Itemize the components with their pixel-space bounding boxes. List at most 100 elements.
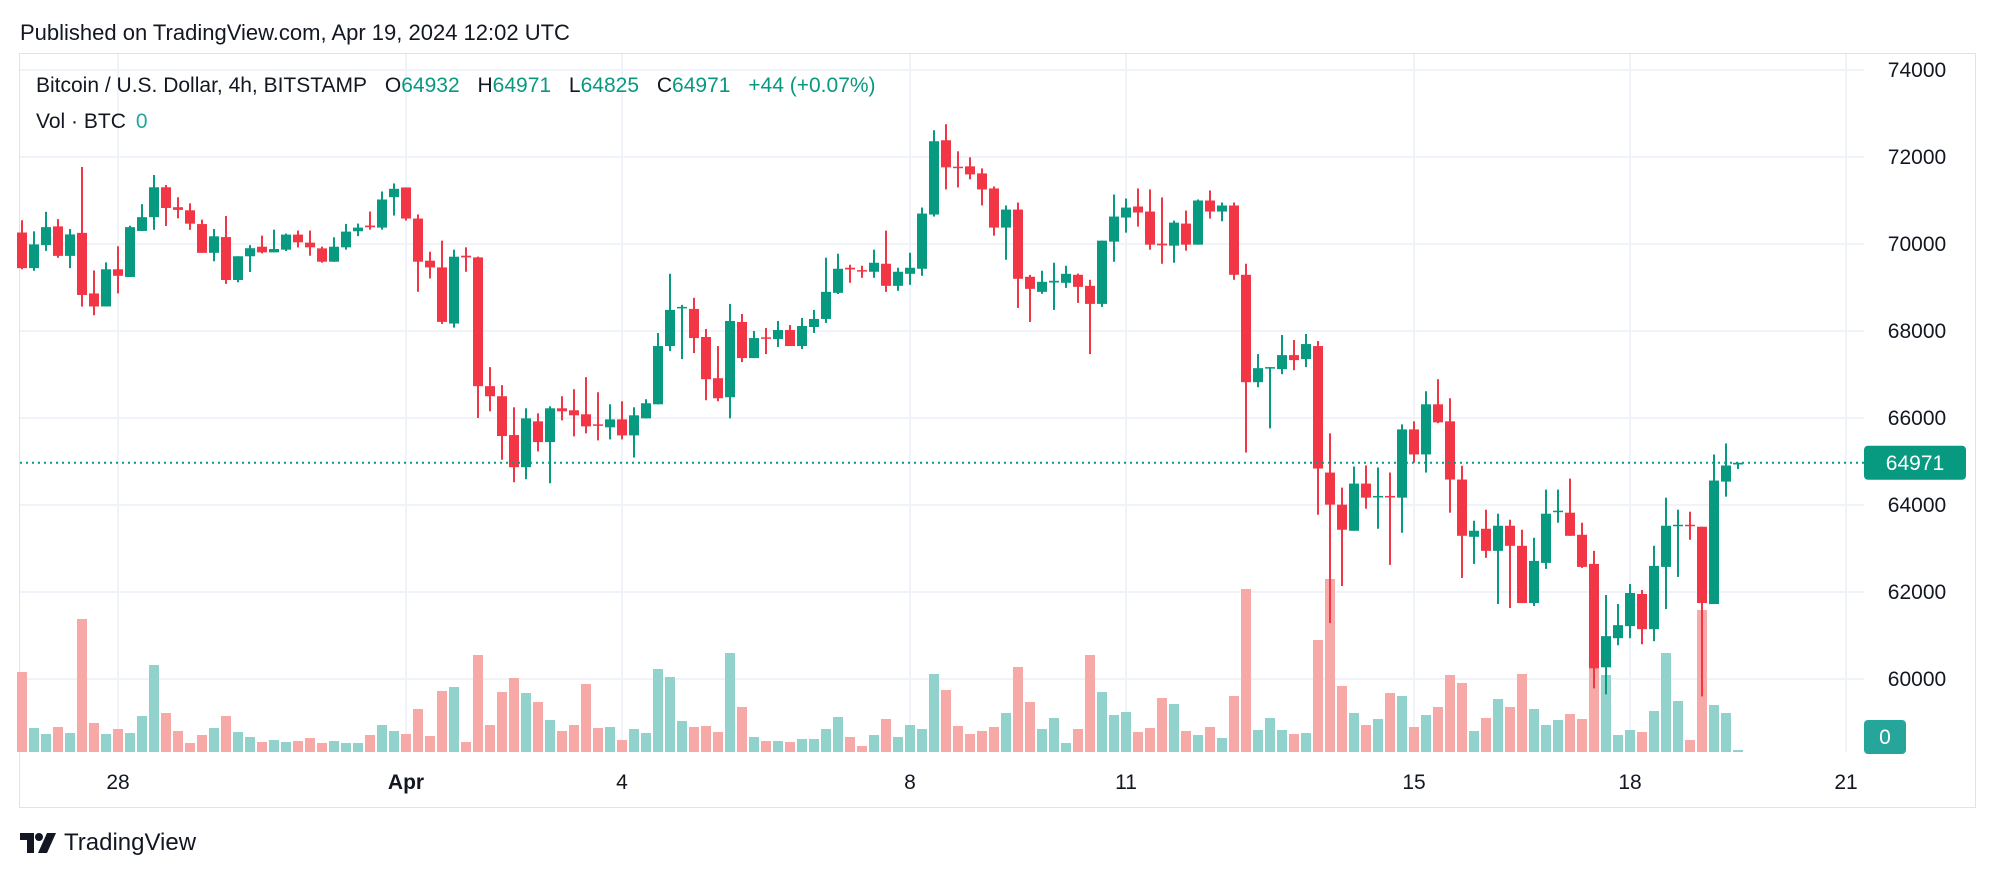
candle[interactable] — [293, 230, 303, 248]
candle[interactable] — [1661, 497, 1671, 610]
candle[interactable] — [845, 264, 855, 283]
candle[interactable] — [545, 406, 555, 484]
candle[interactable] — [1073, 273, 1083, 303]
candle[interactable] — [1097, 240, 1107, 307]
candle[interactable] — [1241, 263, 1251, 453]
candle[interactable] — [1457, 465, 1467, 578]
candle[interactable] — [605, 404, 615, 440]
candle[interactable] — [1325, 433, 1335, 624]
candle[interactable] — [1625, 583, 1635, 639]
candle[interactable] — [185, 203, 195, 230]
candle[interactable] — [1001, 205, 1011, 260]
candle[interactable] — [1577, 522, 1587, 568]
price-axis[interactable]: 74000 72000 70000 68000 66000 64000 62000 60000 — [1888, 59, 1946, 691]
candle[interactable] — [593, 392, 603, 441]
candle[interactable] — [881, 230, 891, 292]
candle[interactable] — [1517, 529, 1527, 604]
candle[interactable] — [413, 214, 423, 292]
candle[interactable] — [1721, 443, 1731, 497]
candle[interactable] — [53, 219, 63, 258]
candle[interactable] — [1253, 354, 1263, 388]
candle[interactable] — [1481, 509, 1491, 558]
candle[interactable] — [65, 229, 75, 269]
candle[interactable] — [77, 166, 87, 307]
candle[interactable] — [965, 157, 975, 180]
candle[interactable] — [557, 396, 567, 421]
candle[interactable] — [257, 235, 267, 254]
candle[interactable] — [905, 252, 915, 285]
candle[interactable] — [1613, 604, 1623, 646]
candle[interactable] — [449, 249, 459, 328]
candles[interactable] — [17, 124, 1743, 697]
candle[interactable] — [89, 270, 99, 316]
candle[interactable] — [221, 216, 231, 284]
candle[interactable] — [1397, 424, 1407, 533]
candle[interactable] — [773, 320, 783, 348]
candle[interactable] — [245, 245, 255, 272]
symbol-legend[interactable]: Bitcoin / U.S. Dollar, 4h, BITSTAMP O649… — [36, 74, 876, 98]
candle[interactable] — [989, 186, 999, 236]
candle[interactable] — [1229, 202, 1239, 280]
time-axis[interactable]: 28 Apr 4 8 11 15 18 21 — [106, 771, 1857, 794]
candle[interactable] — [29, 231, 39, 271]
symbol-title[interactable]: Bitcoin / U.S. Dollar, 4h, BITSTAMP — [36, 74, 368, 97]
candle[interactable] — [1361, 465, 1371, 509]
candle[interactable] — [917, 207, 927, 276]
candle[interactable] — [941, 124, 951, 190]
candle[interactable] — [761, 327, 771, 355]
candle[interactable] — [1265, 367, 1275, 429]
candle[interactable] — [833, 253, 843, 295]
candle[interactable] — [725, 303, 735, 419]
candle[interactable] — [485, 367, 495, 412]
candle[interactable] — [1193, 199, 1203, 245]
candle[interactable] — [929, 130, 939, 217]
candle[interactable] — [497, 385, 507, 460]
candle[interactable] — [1649, 545, 1659, 642]
candle[interactable] — [1337, 487, 1347, 586]
candle[interactable] — [1037, 270, 1047, 294]
candle[interactable] — [1673, 509, 1683, 577]
candle[interactable] — [1385, 472, 1395, 565]
candle[interactable] — [425, 251, 435, 279]
candle[interactable] — [197, 219, 207, 253]
candle[interactable] — [377, 191, 387, 230]
candle[interactable] — [713, 346, 723, 402]
candle[interactable] — [1061, 265, 1071, 288]
candle[interactable] — [689, 297, 699, 354]
candle[interactable] — [1637, 589, 1647, 645]
candle[interactable] — [893, 267, 903, 291]
candle[interactable] — [581, 377, 591, 434]
candle[interactable] — [1109, 194, 1119, 262]
candle[interactable] — [785, 324, 795, 347]
candle[interactable] — [17, 220, 27, 270]
candle[interactable] — [797, 317, 807, 350]
candle[interactable] — [305, 230, 315, 256]
candle[interactable] — [1313, 341, 1323, 515]
candle[interactable] — [365, 211, 375, 230]
candle[interactable] — [1433, 379, 1443, 424]
candle[interactable] — [629, 407, 639, 458]
candle[interactable] — [137, 204, 147, 231]
candle[interactable] — [1349, 466, 1359, 531]
candle[interactable] — [317, 246, 327, 263]
candle[interactable] — [401, 187, 411, 221]
candle[interactable] — [701, 328, 711, 401]
candle[interactable] — [1421, 391, 1431, 473]
candle[interactable] — [473, 256, 483, 418]
candle[interactable] — [1301, 334, 1311, 368]
candle[interactable] — [1541, 489, 1551, 569]
candle[interactable] — [569, 389, 579, 437]
candle[interactable] — [281, 233, 291, 251]
candle[interactable] — [173, 197, 183, 219]
candle[interactable] — [1709, 454, 1719, 605]
candle[interactable] — [1085, 279, 1095, 355]
candle[interactable] — [1145, 189, 1155, 250]
candle[interactable] — [1409, 421, 1419, 463]
candle[interactable] — [533, 413, 543, 452]
candle[interactable] — [1601, 595, 1611, 695]
candle[interactable] — [1697, 526, 1707, 697]
candle[interactable] — [1157, 197, 1167, 264]
candle[interactable] — [977, 168, 987, 206]
candle[interactable] — [953, 151, 963, 188]
